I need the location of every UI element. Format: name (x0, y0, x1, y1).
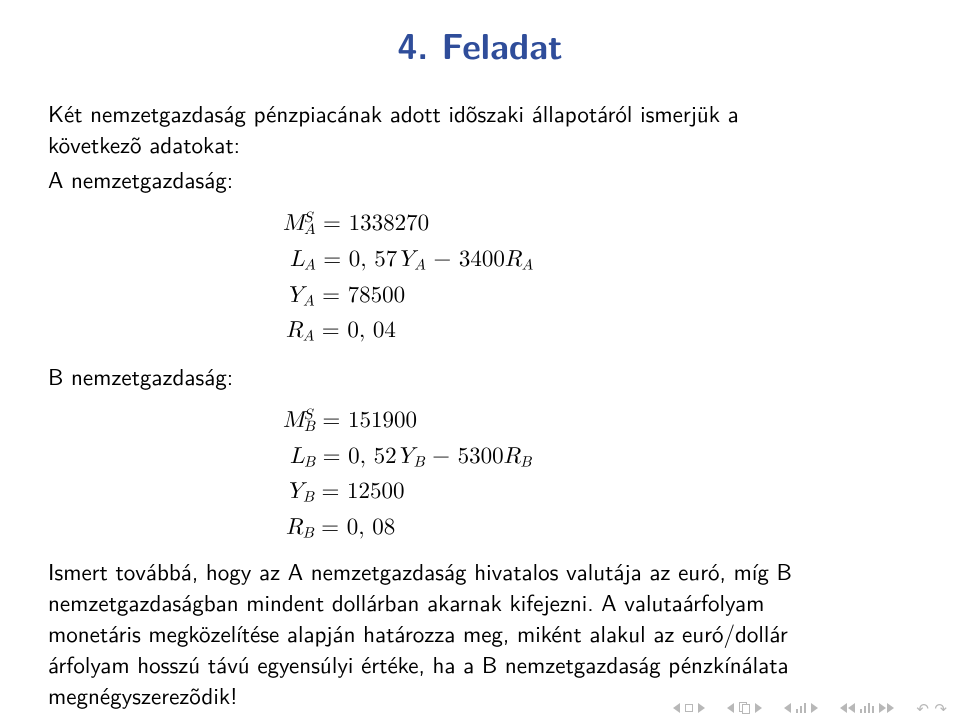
prev-slide-icon (673, 703, 680, 713)
equations-b: MSB = 151900 LB = 0, 52YB − 5300RB YB = … (48, 403, 912, 546)
eq-a-ms: MSA = 1338270 (283, 206, 912, 242)
prev-subsection-icon (784, 703, 791, 713)
conclusion-line-2: nemzetgazdaságban mindent dollárban akar… (48, 585, 764, 619)
conclusion-line-4: árfolyam hosszú távú egyensúlyi értéke, … (48, 647, 789, 681)
slide-title: 4. Feladat (48, 0, 912, 98)
economy-a-label: A nemzetgazdaság: (48, 162, 912, 196)
nav-section[interactable] (727, 702, 762, 714)
undo-redo-icon: ↶ ↷ (916, 697, 946, 719)
economy-b-label: B nemzetgazdaság: (48, 359, 912, 393)
bars-icon (796, 703, 806, 713)
eq-b-r: RB = 0, 08 (286, 510, 912, 546)
conclusion-text: Ismert továbbá, hogy az A nemzetgazdaság… (48, 556, 912, 711)
next-slide-icon (698, 703, 705, 713)
last-frame-icon (879, 703, 894, 713)
conclusion-line-3: monetáris megközelítése alapján határozz… (48, 616, 788, 650)
slide: 4. Feladat Két nemzetgazdaság pénzpiacán… (0, 0, 960, 727)
nav-slide[interactable] (673, 703, 705, 713)
frame-bars-icon (860, 703, 874, 713)
intro-line-2: következõ adatokat: (48, 127, 240, 161)
conclusion-line-1: Ismert továbbá, hogy az A nemzetgazdaság… (48, 554, 792, 588)
eq-b-l: LB = 0, 52YB − 5300RB (290, 439, 912, 475)
next-section-icon (755, 703, 762, 713)
eq-a-r: RA = 0, 04 (286, 313, 912, 349)
eq-b-ms: MSB = 151900 (283, 403, 912, 439)
slide-icon (685, 704, 693, 712)
intro-line-1: Két nemzetgazdaság pénzpiacának adott id… (48, 96, 739, 130)
eq-a-y: YA = 78500 (286, 278, 912, 314)
eq-b-y: YB = 12500 (286, 474, 912, 510)
eq-a-l: LA = 0, 57YA − 3400RA (290, 242, 912, 278)
next-subsection-icon (811, 703, 818, 713)
section-icon (739, 702, 750, 714)
prev-section-icon (727, 703, 734, 713)
nav-frame[interactable] (840, 703, 894, 713)
first-frame-icon (840, 703, 855, 713)
intro-text: Két nemzetgazdaság pénzpiacának adott id… (48, 98, 912, 160)
nav-back-forward[interactable]: ↶ ↷ (916, 697, 946, 719)
equations-a: MSA = 1338270 LA = 0, 57YA − 3400RA YA =… (48, 206, 912, 349)
nav-subsection[interactable] (784, 703, 818, 713)
nav-bar: ↶ ↷ (673, 697, 946, 719)
conclusion-line-5: megnégyszerezõdik! (48, 678, 237, 712)
